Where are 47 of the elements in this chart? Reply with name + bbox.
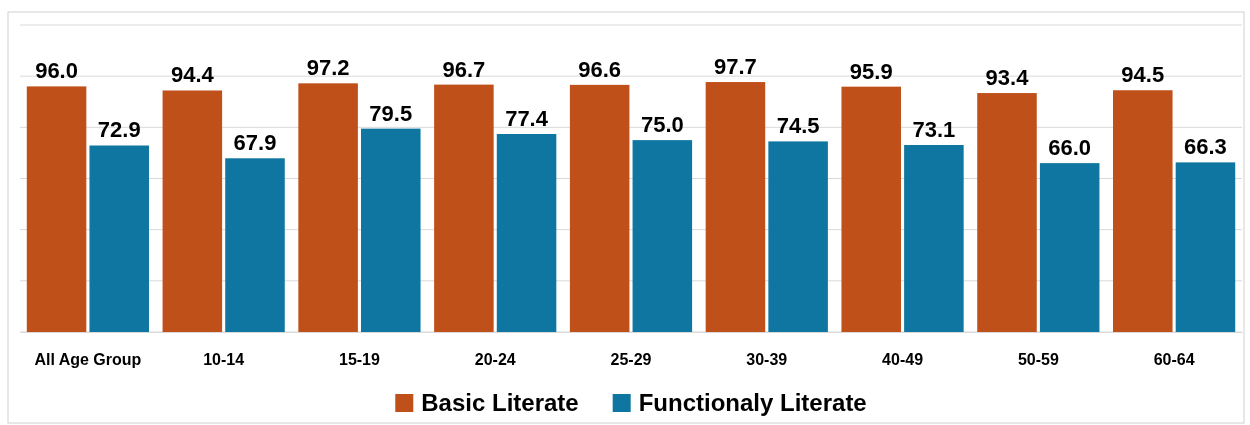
data-label: 79.5 [369, 100, 413, 126]
bar [904, 144, 964, 332]
legend-label: Basic Literate [421, 389, 579, 416]
data-label: 97.2 [306, 55, 350, 81]
bar [977, 93, 1037, 332]
data-label: 95.9 [849, 58, 893, 84]
x-tick-label: 10-14 [203, 351, 245, 369]
data-label: 96.7 [442, 56, 486, 82]
x-tick-label: 40-49 [882, 351, 924, 369]
x-tick-label: 20-24 [474, 351, 516, 369]
bar [496, 133, 557, 332]
bar [361, 128, 421, 332]
data-label: 94.4 [170, 62, 215, 88]
data-label: 72.9 [97, 117, 141, 143]
data-label: 96.6 [578, 56, 622, 82]
bar [841, 86, 901, 332]
data-label: 93.4 [985, 65, 1030, 91]
x-tick-label: All Age Group [34, 351, 142, 369]
x-tick-label: 15-19 [338, 351, 381, 369]
bar [225, 158, 285, 332]
x-tick-label: 60-64 [1153, 351, 1195, 369]
data-label: 94.5 [1121, 62, 1165, 88]
bar [298, 83, 358, 332]
x-tick-label: 25-29 [610, 351, 652, 369]
bar [1039, 163, 1100, 332]
x-tick-label: 50-59 [1017, 351, 1059, 369]
data-label: 74.5 [776, 113, 820, 139]
bar [705, 82, 766, 332]
data-label: 77.4 [505, 105, 549, 131]
x-tick-label: 30-39 [746, 351, 788, 369]
legend-label: Functionaly Literate [638, 389, 867, 416]
bar [1113, 90, 1173, 332]
data-label: 75.0 [640, 112, 684, 138]
bar [434, 84, 494, 332]
bar [768, 141, 828, 332]
data-label: 67.9 [233, 130, 277, 156]
data-label: 97.7 [714, 54, 757, 80]
bar [26, 86, 87, 332]
data-label: 96.0 [35, 58, 78, 84]
bar [632, 140, 693, 332]
bar [89, 145, 149, 332]
data-label: 66.3 [1184, 134, 1227, 160]
bar [569, 84, 630, 332]
data-label: 66.0 [1048, 135, 1092, 161]
data-label: 73.1 [912, 116, 956, 142]
bar [162, 90, 223, 332]
bar [1175, 162, 1236, 332]
